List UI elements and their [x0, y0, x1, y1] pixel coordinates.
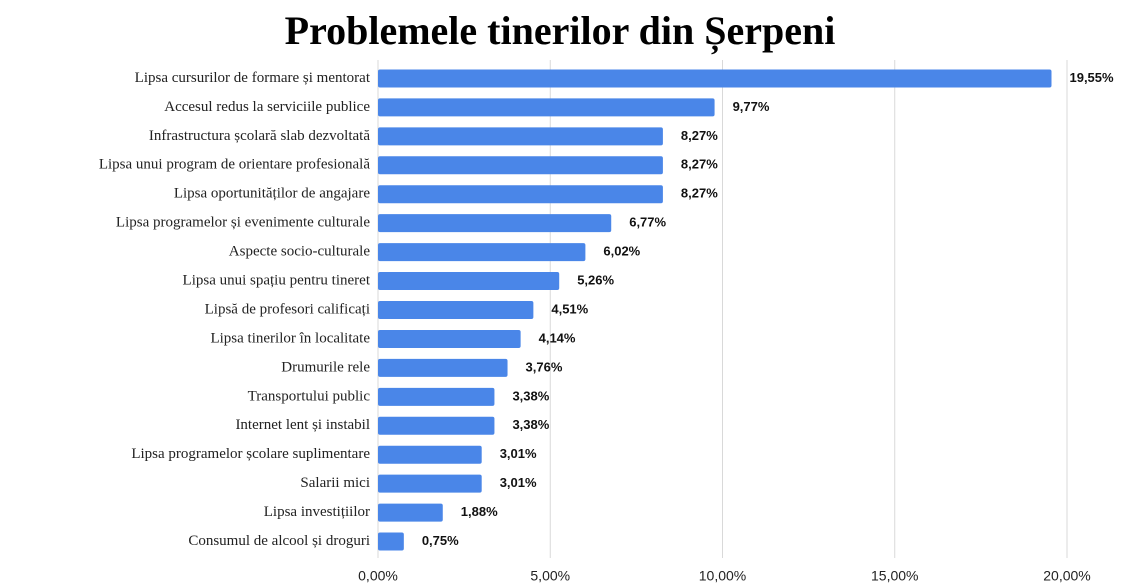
value-label: 4,14%: [539, 330, 576, 345]
category-label: Aspecte socio-culturale: [229, 244, 371, 260]
bar: [378, 301, 534, 319]
x-tick-label: 0,00%: [358, 568, 398, 584]
bar: [378, 243, 586, 262]
bar: [378, 532, 404, 551]
x-tick-label: 15,00%: [871, 568, 918, 584]
value-label: 8,27%: [681, 157, 718, 172]
value-label: 3,76%: [526, 359, 563, 374]
category-label: Lipsa cursurilor de formare și mentorat: [135, 70, 371, 86]
value-label: 6,02%: [603, 244, 640, 259]
value-label: 9,77%: [733, 99, 770, 114]
bar: [378, 387, 495, 406]
category-label: Accesul redus la serviciile publice: [164, 99, 370, 115]
x-tick-label: 5,00%: [530, 568, 570, 584]
bar: [378, 156, 663, 175]
category-label: Lipsa programelor școlare suplimentare: [131, 446, 370, 462]
bar: [378, 272, 560, 291]
category-label: Lipsa investițiilor: [264, 504, 370, 520]
category-label: Lipsa unui spațiu pentru tineret: [183, 272, 371, 288]
bar: [378, 69, 1052, 88]
category-label: Transportului public: [248, 388, 371, 404]
bar: [378, 214, 612, 233]
bar: [378, 358, 508, 377]
category-label: Lipsa tinerilor în localitate: [210, 330, 370, 346]
category-label: Drumurile rele: [281, 359, 370, 375]
chart-title: Problemele tinerilor din Șerpeni: [285, 8, 836, 54]
bar: [378, 98, 715, 117]
category-label: Internet lent și instabil: [235, 417, 370, 433]
category-label: Lipsă de profesori calificați: [205, 301, 370, 317]
category-label: Lipsa unui program de orientare profesio…: [99, 157, 370, 173]
value-label: 3,38%: [512, 388, 549, 403]
value-label: 4,51%: [551, 301, 588, 316]
category-label: Lipsa programelor și evenimente cultural…: [116, 215, 370, 231]
value-label: 5,26%: [577, 272, 614, 287]
bar: [378, 127, 663, 146]
bar: [378, 185, 663, 204]
category-label: Salarii mici: [300, 475, 370, 491]
bar: [378, 445, 482, 464]
value-label: 3,38%: [512, 417, 549, 432]
value-label: 6,77%: [629, 215, 666, 230]
category-label: Infrastructura școlară slab dezvoltată: [149, 128, 370, 144]
value-label: 1,88%: [461, 504, 498, 519]
category-label: Lipsa oportunităților de angajare: [174, 186, 371, 202]
value-label: 0,75%: [422, 533, 459, 548]
value-label: 3,01%: [500, 446, 537, 461]
x-tick-label: 20,00%: [1043, 568, 1090, 584]
bar: [378, 416, 495, 435]
x-tick-label: 10,00%: [699, 568, 746, 584]
value-label: 3,01%: [500, 475, 537, 490]
bar: [378, 329, 521, 348]
bar: [378, 474, 482, 493]
value-label: 8,27%: [681, 186, 718, 201]
bar: [378, 503, 443, 522]
category-label: Consumul de alcool și droguri: [188, 533, 370, 549]
value-label: 8,27%: [681, 128, 718, 143]
value-label: 19,55%: [1069, 70, 1114, 85]
